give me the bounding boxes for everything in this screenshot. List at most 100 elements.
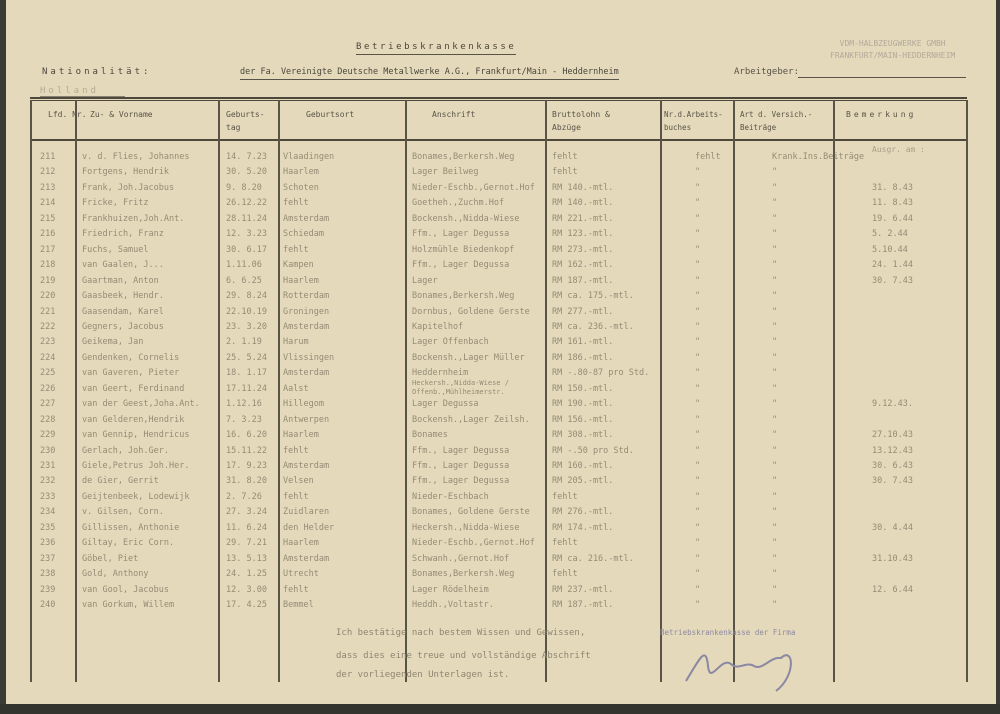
cell-wage: RM 150.-mtl. [552, 383, 614, 394]
cell-row-number: 217 [40, 244, 56, 255]
cell-wage: RM 140.-mtl. [552, 198, 614, 209]
cell-name: Fricke, Fritz [82, 198, 149, 209]
header-rule [30, 97, 967, 99]
cell-name: v. d. Flies, Johannes [82, 152, 190, 162]
cell-workbook-nr: " [695, 275, 701, 286]
cell-row-number: 233 [40, 491, 56, 502]
cell-address: Bonames,Berkersh.Weg [412, 569, 515, 580]
table-row: 226 van Geert, Ferdinand 17.11.24 Aalst Heck… [0, 378, 1000, 397]
column-rule [405, 100, 407, 682]
cell-address: Heckersh.,Nidda-Wiese / Offenb.,Mühlheim… [412, 378, 509, 396]
insurance-stamp: Betriebskrankenkasse der Firma [660, 628, 796, 637]
col-header-insurance: Art d. Versich.-Beiträge [740, 110, 813, 132]
cell-address: Lager Degussa [412, 399, 479, 410]
column-rule [833, 100, 835, 682]
cell-name: Giltay, Eric Corn. [82, 538, 175, 549]
cell-address: Ffm., Lager Degussa [412, 260, 510, 271]
cell-birthdate: 18. 1.17 [226, 368, 267, 379]
cell-insurance-type: " [772, 600, 778, 611]
table-row: 239 van Gool, Jacobus 12. 3.00 fehlt Lager R… [0, 583, 1000, 598]
cell-workbook-nr: " [695, 383, 701, 394]
cell-workbook-nr: " [695, 476, 701, 487]
cell-birthdate: 28.11.24 [226, 213, 267, 224]
cell-birthdate: 30. 5.20 [226, 167, 267, 178]
cell-insurance-type: " [772, 321, 778, 332]
table-row: 213 Frank, Joh.Jacobus 9. 8.20 Schoten Niede… [0, 181, 1000, 196]
cell-insurance-type: " [772, 538, 778, 549]
cell-birthdate: 2. 1.19 [226, 337, 262, 348]
table-row: 238 Gold, Anthony 24. 1.25 Utrecht Bonames,B… [0, 567, 1000, 582]
table-row: 217 Fuchs, Samuel 30. 6.17 fehlt Holzmühle B… [0, 243, 1000, 258]
cell-row-number: 227 [40, 399, 56, 410]
cell-name: Gegners, Jacobus [82, 321, 164, 332]
cell-remark: 30. 6.43 [872, 461, 913, 471]
nationality-label: Nationalität: [42, 67, 152, 77]
cell-insurance-type: " [772, 368, 778, 379]
table-row: 212 Fortgens, Hendrik 30. 5.20 Haarlem Lager… [0, 165, 1000, 180]
cell-birthdate: 13. 5.13 [226, 553, 267, 564]
cell-wage: RM 205.-mtl. [552, 476, 614, 487]
cell-wage: RM -.80-87 pro Std. [552, 368, 650, 379]
cell-insurance-type: " [772, 337, 778, 348]
cell-birthplace: Amsterdam [283, 553, 330, 564]
cell-workbook-nr: " [695, 430, 701, 441]
column-rule [278, 100, 280, 682]
cell-name: van Gool, Jacobus [82, 584, 169, 595]
cell-address: Bonames,Berkersh.Weg [412, 291, 515, 302]
cell-workbook-nr: " [695, 229, 701, 240]
cell-insurance-type: " [772, 275, 778, 286]
employer-label: Arbeitgeber: [734, 67, 800, 77]
cell-workbook-nr: " [695, 260, 701, 271]
col-header-wage: Bruttolohn & Abzüge [552, 110, 610, 132]
col-header-nr: Lfd. Nr. [48, 110, 87, 119]
cell-birthplace: Antwerpen [283, 414, 330, 425]
cell-name: van Gaveren, Pieter [82, 368, 180, 379]
cell-row-number: 230 [40, 445, 56, 456]
cell-workbook-nr: " [695, 198, 701, 209]
cell-birthplace: Schoten [283, 182, 319, 193]
employer-field-line [798, 77, 966, 78]
cell-birthplace: Haarlem [283, 538, 319, 549]
cell-birthplace: Amsterdam [283, 368, 330, 379]
cell-workbook-nr: " [695, 538, 701, 549]
table-row: 230 Gerlach, Joh.Ger. 15.11.22 fehlt Ffm., L… [0, 444, 1000, 459]
table-row: 233 Geijtenbeek, Lodewijk 2. 7.26 fehlt Nied… [0, 490, 1000, 505]
certification-line: dass dies eine treue und vollständige Ab… [336, 651, 591, 661]
table-row: 219 Gaartman, Anton 6. 6.25 Haarlem Lager RM … [0, 274, 1000, 289]
cell-name: Gendenken, Cornelis [82, 352, 180, 363]
cell-insurance-type: " [772, 491, 778, 502]
cell-birthdate: 2. 7.26 [226, 491, 262, 502]
cell-wage: RM 187.-mtl. [552, 275, 614, 286]
table-row: 221 Gaasendam, Karel 22.10.19 Groningen Dorn… [0, 305, 1000, 320]
cell-name: Giele,Petrus Joh.Her. [82, 461, 190, 471]
cell-row-number: 215 [40, 213, 56, 224]
nationality-value: Holland [40, 86, 125, 97]
cell-wage: RM 162.-mtl. [552, 260, 614, 271]
cell-name: Geikema, Jan [82, 337, 144, 348]
cell-workbook-nr: " [695, 337, 701, 348]
cell-name: Gaartman, Anton [82, 275, 159, 286]
cell-remark: 24. 1.44 [872, 260, 913, 271]
cell-name: Gerlach, Joh.Ger. [82, 445, 169, 456]
cell-birthplace: Schiedam [283, 229, 324, 240]
table-row: 229 van Gennip, Hendricus 16. 6.20 Haarlem B… [0, 428, 1000, 443]
cell-row-number: 240 [40, 600, 56, 611]
cell-address: Lager Rödelheim [412, 584, 489, 595]
cell-address: Bockensh.,Lager Zeilsh. [412, 414, 530, 425]
cell-birthdate: 26.12.22 [226, 198, 267, 209]
cell-row-number: 211 [40, 152, 56, 162]
cell-remark: 13.12.43 [872, 445, 913, 456]
cell-name: v. Gilsen, Corn. [82, 507, 164, 518]
cell-name: Gaasendam, Karel [82, 306, 164, 317]
cell-birthdate: 12. 3.23 [226, 229, 267, 240]
cell-workbook-nr: " [695, 414, 701, 425]
cell-name: Frank, Joh.Jacobus [82, 182, 175, 193]
cell-workbook-nr: " [695, 291, 701, 302]
cell-insurance-type: " [772, 399, 778, 410]
cell-row-number: 224 [40, 352, 56, 363]
cell-row-number: 220 [40, 291, 56, 302]
cell-wage: fehlt [552, 491, 578, 502]
cell-birthplace: den Helder [283, 522, 335, 533]
cell-address: Bockensh.,Nidda-Wiese [412, 213, 520, 224]
cell-row-number: 212 [40, 167, 56, 178]
